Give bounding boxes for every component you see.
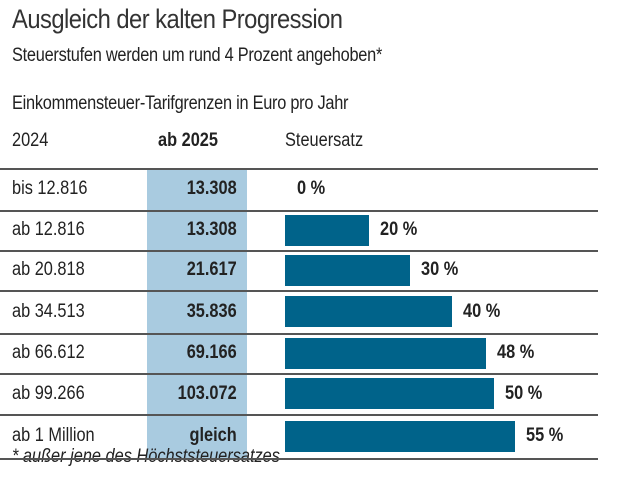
column-header-2025: ab 2025 (158, 130, 218, 151)
cell-2025: 21.617 (186, 259, 237, 280)
rate-label: 0 % (297, 178, 326, 199)
rate-bar (285, 337, 486, 369)
cell-2025: 69.166 (186, 342, 237, 363)
cell-2025: gleich (189, 425, 237, 446)
row-divider (0, 333, 598, 335)
cell-2024: ab 34.513 (12, 300, 85, 322)
footnote: * außer jene des Höchststeuersatzes (12, 446, 280, 467)
row-divider (0, 414, 598, 416)
rate-label: 55 % (526, 425, 564, 446)
cell-2025: 13.308 (186, 219, 237, 240)
cell-2024: bis 12.816 (12, 178, 88, 199)
rate-label: 48 % (496, 342, 534, 363)
rate-label: 20 % (379, 219, 417, 240)
cell-2024: ab 1 Million (12, 425, 95, 446)
rate-label: 40 % (463, 300, 501, 322)
column-header-2024: 2024 (12, 130, 49, 151)
column-header-rate: Steuersatz (285, 130, 364, 151)
row-divider (0, 168, 598, 170)
highlight-column-2025 (147, 168, 247, 458)
cell-2024: ab 20.818 (12, 259, 85, 280)
rate-bar (285, 420, 515, 452)
row-divider (0, 290, 598, 292)
rate-bar (285, 296, 453, 327)
row-divider (0, 458, 598, 460)
rate-bar (285, 378, 495, 409)
row-divider (0, 250, 598, 252)
unit-label: Einkommensteuer-Tarifgrenzen in Euro pro… (12, 93, 349, 114)
cell-2025: 13.308 (186, 178, 237, 199)
rate-bar (285, 214, 369, 246)
rate-label: 50 % (505, 382, 543, 404)
cell-2025: 103.072 (177, 382, 237, 404)
chart-subtitle: Steuerstufen werden um rund 4 Prozent an… (12, 45, 383, 66)
cell-2024: ab 12.816 (12, 219, 85, 240)
rate-label: 30 % (421, 259, 459, 280)
row-divider (0, 373, 598, 375)
rate-bar (285, 254, 411, 286)
cell-2025: 35.836 (186, 300, 237, 322)
cell-2024: ab 99.266 (12, 382, 85, 404)
row-divider (0, 210, 598, 212)
cell-2024: ab 66.612 (12, 342, 85, 363)
chart-title: Ausgleich der kalten Progression (12, 4, 343, 34)
